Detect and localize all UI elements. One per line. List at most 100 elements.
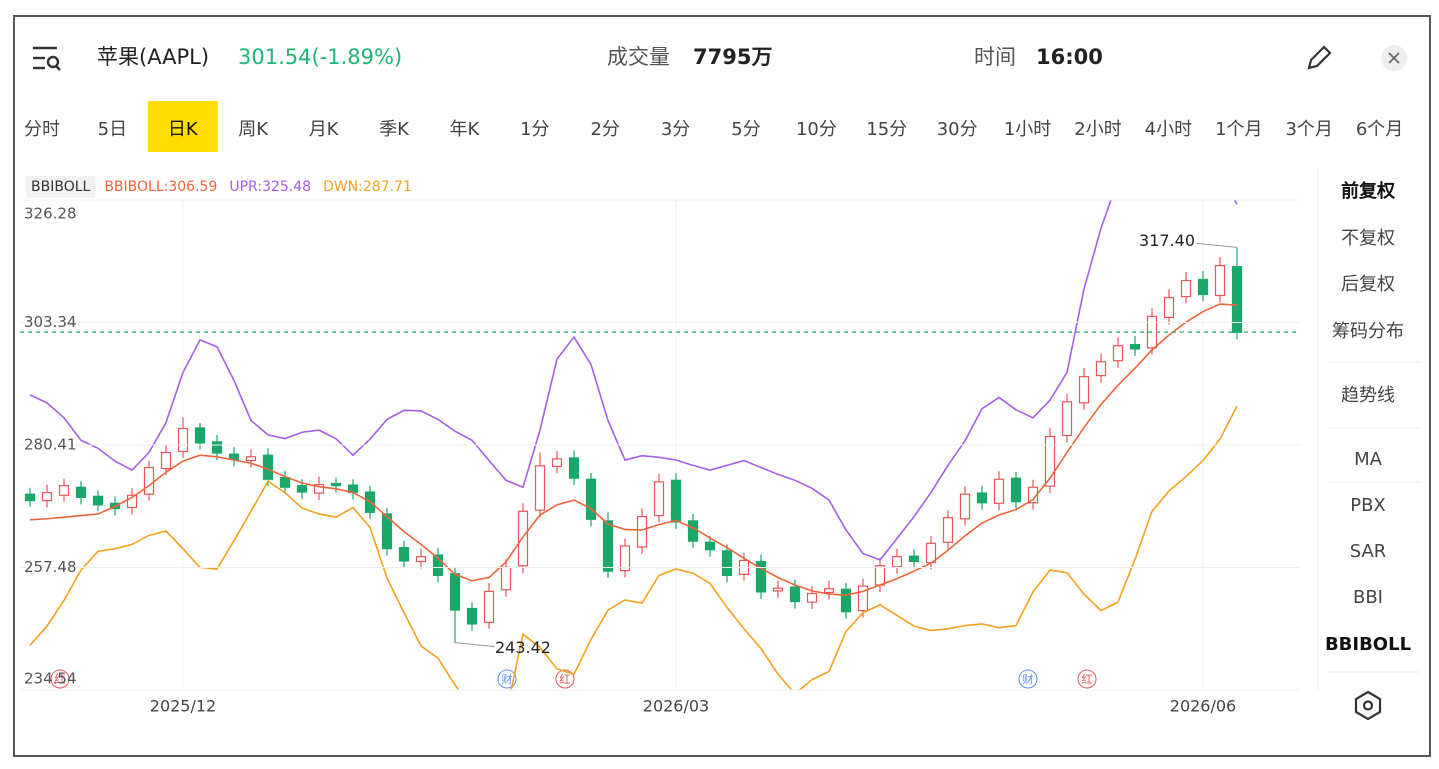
candle-body bbox=[789, 586, 801, 603]
candle-body bbox=[619, 545, 631, 572]
event-badge[interactable] bbox=[50, 669, 70, 689]
tab[interactable]: 分时 bbox=[24, 119, 60, 140]
candle-body bbox=[1197, 278, 1209, 296]
event-label: 红 bbox=[1082, 673, 1093, 686]
tab[interactable]: 季K bbox=[379, 119, 410, 140]
candle-body bbox=[177, 427, 189, 453]
tab[interactable]: 月K bbox=[309, 119, 340, 140]
candle-body bbox=[772, 587, 784, 592]
candle-body bbox=[840, 588, 852, 613]
side-menu-item[interactable]: BBIBOLL bbox=[1325, 634, 1411, 655]
candle-body bbox=[245, 456, 257, 462]
menu-icon[interactable] bbox=[33, 46, 61, 71]
candle-body bbox=[1044, 435, 1056, 487]
candle-body bbox=[1010, 477, 1022, 503]
candle-body bbox=[908, 555, 920, 563]
candle-body bbox=[296, 485, 308, 493]
tab[interactable]: 年K bbox=[449, 119, 480, 140]
y-tick-label: 280.41 bbox=[24, 436, 77, 454]
side-menu-item[interactable]: MA bbox=[1354, 449, 1383, 470]
tab[interactable]: 6个月 bbox=[1356, 119, 1403, 140]
event-label: 财 bbox=[1023, 672, 1034, 686]
candle-body bbox=[75, 486, 87, 498]
candle-body bbox=[381, 513, 393, 550]
tab[interactable]: 5日 bbox=[98, 119, 127, 140]
time: 16:00 bbox=[1036, 45, 1103, 69]
candle-body bbox=[602, 520, 614, 572]
side-menu-item[interactable]: PBX bbox=[1350, 495, 1386, 516]
annotation-leader bbox=[1196, 242, 1238, 248]
candle-body bbox=[1163, 297, 1175, 318]
side-menu-item[interactable]: 筹码分布 bbox=[1332, 321, 1404, 342]
candle-body bbox=[517, 510, 529, 567]
symbol: 苹果(AAPL) bbox=[97, 45, 209, 69]
candle-body bbox=[415, 556, 427, 563]
tab[interactable]: 4小时 bbox=[1145, 119, 1192, 140]
tab[interactable]: 3分 bbox=[661, 119, 690, 140]
candle-body bbox=[449, 573, 461, 611]
tab[interactable]: 周K bbox=[238, 119, 269, 140]
candle-body bbox=[687, 520, 699, 542]
candle-body bbox=[126, 494, 138, 509]
candle-body bbox=[398, 547, 410, 562]
candle-body bbox=[857, 585, 869, 612]
event-badge[interactable] bbox=[1077, 669, 1097, 689]
candle-body bbox=[755, 560, 767, 593]
event-label: 红 bbox=[560, 673, 571, 686]
event-label: 财 bbox=[502, 672, 513, 686]
tab[interactable]: 日K bbox=[168, 119, 199, 140]
indicator-name: BBIBOLL bbox=[31, 179, 91, 195]
x-tick-label: 2026/06 bbox=[1170, 697, 1236, 716]
x-tick-label: 2026/03 bbox=[643, 697, 709, 716]
side-menu-item[interactable]: 后复权 bbox=[1341, 274, 1395, 295]
side-menu-item[interactable]: 不复权 bbox=[1341, 228, 1395, 249]
candle-body bbox=[568, 457, 580, 479]
candle-body bbox=[925, 542, 937, 564]
tab[interactable]: 10分 bbox=[796, 119, 837, 140]
candle-body bbox=[279, 477, 291, 488]
low-annotation: 243.42 bbox=[495, 638, 551, 657]
tab[interactable]: 2分 bbox=[590, 119, 619, 140]
settings-icon[interactable] bbox=[1354, 690, 1382, 721]
candle-body bbox=[160, 451, 172, 470]
legend-entry: BBIBOLL:306.59 bbox=[104, 179, 217, 195]
candle-body bbox=[330, 482, 342, 487]
candle-body bbox=[551, 458, 563, 468]
tab[interactable]: 2小时 bbox=[1074, 119, 1121, 140]
candle-body bbox=[1112, 345, 1124, 362]
edit-icon[interactable] bbox=[1307, 45, 1332, 70]
tab[interactable]: 5分 bbox=[731, 119, 760, 140]
side-menu-item[interactable]: 前复权 bbox=[1341, 180, 1396, 202]
tab[interactable]: 1个月 bbox=[1215, 119, 1262, 140]
candle-body bbox=[653, 481, 665, 517]
legend-entry: DWN:287.71 bbox=[323, 179, 412, 195]
tab[interactable]: 3个月 bbox=[1285, 119, 1332, 140]
tab[interactable]: 1小时 bbox=[1004, 119, 1051, 140]
event-badge[interactable] bbox=[555, 669, 575, 689]
indicator-tag bbox=[26, 176, 96, 198]
event-badge[interactable] bbox=[1018, 669, 1038, 689]
close-button[interactable] bbox=[1381, 45, 1407, 71]
y-tick-label: 326.28 bbox=[24, 205, 77, 223]
tab[interactable]: 15分 bbox=[866, 119, 907, 140]
candle-body bbox=[313, 483, 325, 494]
quote: 301.54(-1.89%) bbox=[238, 45, 402, 69]
indicator-line bbox=[29, 200, 1238, 561]
candle-body bbox=[993, 478, 1005, 504]
candle-body bbox=[41, 491, 53, 502]
candle-body bbox=[483, 590, 495, 623]
candle-body bbox=[143, 466, 155, 495]
candle-body bbox=[1061, 401, 1073, 437]
period-tabs: 分时 5日 日K 周K 月K 季K 年K 1分 2分 3分 5分 10分 15分 30分 1小时 2小时 4小时… bbox=[24, 101, 1403, 152]
candle-body bbox=[874, 565, 886, 586]
side-menu-item[interactable]: SAR bbox=[1350, 541, 1387, 562]
side-menu-item[interactable]: 趋势线 bbox=[1341, 385, 1395, 406]
event-badge[interactable] bbox=[497, 669, 517, 689]
tab[interactable]: 30分 bbox=[937, 119, 978, 140]
tab[interactable]: 1分 bbox=[520, 119, 549, 140]
side-menu-item[interactable]: BBI bbox=[1353, 587, 1383, 608]
candle-body bbox=[976, 492, 988, 504]
